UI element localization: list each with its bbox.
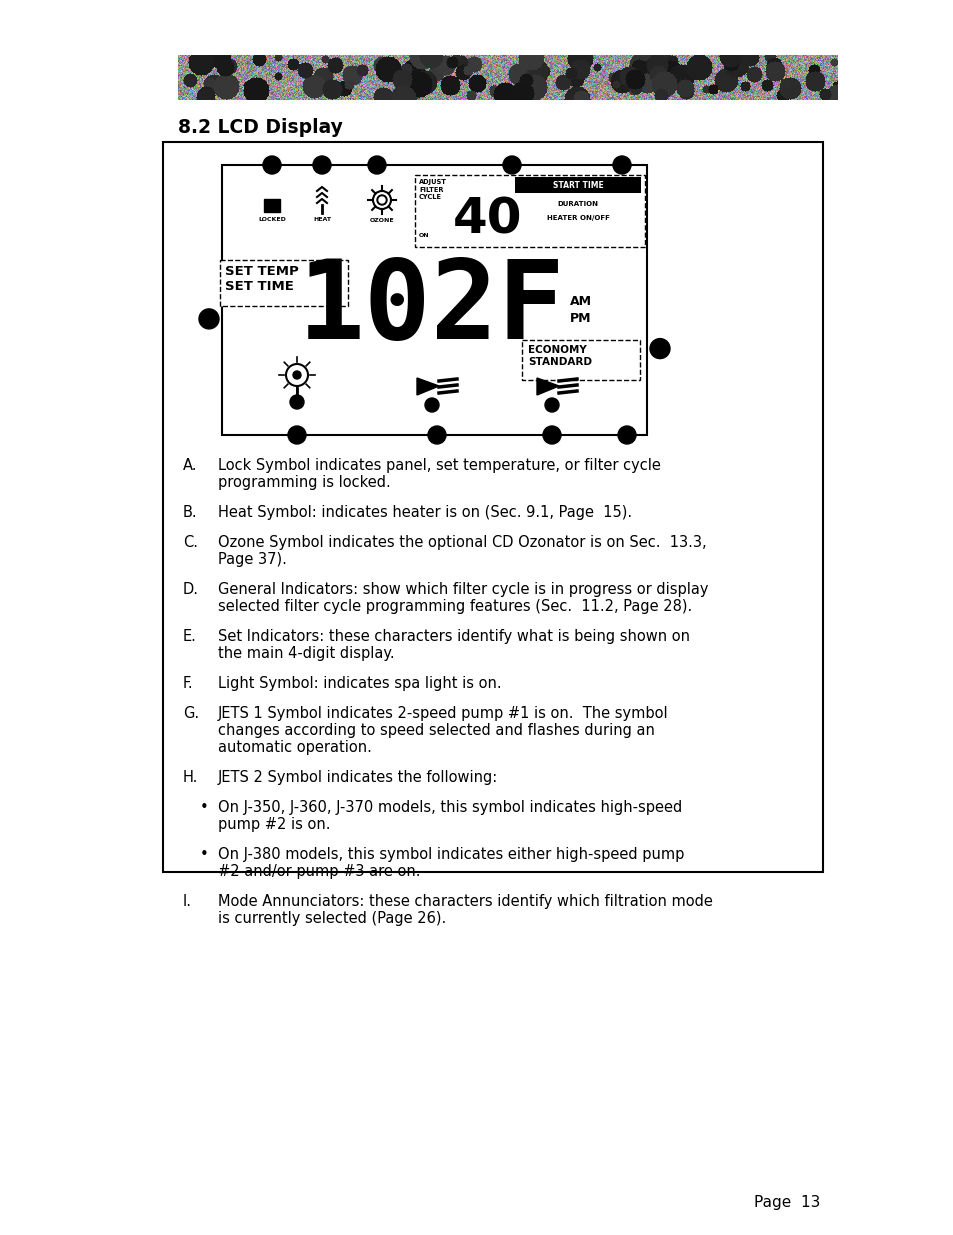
Text: I.: I. (183, 894, 192, 909)
Text: SET TEMP
SET TIME: SET TEMP SET TIME (225, 266, 298, 294)
Text: ADJUST
FILTER
CYCLE: ADJUST FILTER CYCLE (418, 179, 447, 200)
Text: Page 37).: Page 37). (218, 552, 287, 567)
Ellipse shape (613, 156, 630, 174)
Text: A.: A. (183, 458, 197, 473)
Text: B.: B. (183, 505, 197, 520)
Text: #2 and/or pump #3 are on.: #2 and/or pump #3 are on. (218, 864, 420, 879)
Text: JETS 2 Symbol indicates the following:: JETS 2 Symbol indicates the following: (218, 769, 497, 785)
Ellipse shape (542, 426, 560, 445)
Bar (222, 165, 646, 435)
Text: pump #2 is on.: pump #2 is on. (218, 818, 330, 832)
Text: changes according to speed selected and flashes during an: changes according to speed selected and … (218, 722, 654, 739)
Text: General Indicators: show which filter cycle is in progress or display: General Indicators: show which filter cy… (218, 582, 708, 597)
Text: START TIME: START TIME (552, 180, 602, 189)
Text: •: • (200, 800, 209, 815)
Text: HEAT: HEAT (313, 217, 331, 222)
Ellipse shape (424, 398, 438, 412)
Text: On J-380 models, this symbol indicates either high-speed pump: On J-380 models, this symbol indicates e… (218, 847, 683, 862)
Text: E.: E. (183, 629, 196, 643)
Bar (415, 175, 644, 247)
Text: the main 4-digit display.: the main 4-digit display. (218, 646, 395, 661)
Text: Ozone Symbol indicates the optional CD Ozonator is on Sec.  13.3,: Ozone Symbol indicates the optional CD O… (218, 535, 706, 550)
Text: HEATER ON/OFF: HEATER ON/OFF (546, 215, 609, 221)
Text: •: • (200, 847, 209, 862)
Text: is currently selected (Page 26).: is currently selected (Page 26). (218, 911, 446, 926)
Text: programming is locked.: programming is locked. (218, 475, 391, 490)
Ellipse shape (618, 426, 636, 445)
Bar (264, 199, 280, 212)
Text: selected filter cycle programming features (Sec.  11.2, Page 28).: selected filter cycle programming featur… (218, 599, 692, 614)
Bar (163, 142, 822, 872)
Text: ECONOMY
STANDARD: ECONOMY STANDARD (527, 345, 592, 367)
Circle shape (376, 195, 387, 205)
Text: 40: 40 (453, 195, 522, 243)
Polygon shape (416, 378, 438, 395)
Ellipse shape (263, 156, 281, 174)
Ellipse shape (544, 398, 558, 412)
Polygon shape (537, 378, 558, 395)
Text: AM
PM: AM PM (569, 295, 592, 325)
Text: OZONE: OZONE (370, 219, 394, 224)
Circle shape (378, 198, 385, 203)
Ellipse shape (428, 426, 446, 445)
Bar (220, 261, 348, 306)
Ellipse shape (199, 309, 219, 329)
Text: Mode Annunciators: these characters identify which filtration mode: Mode Annunciators: these characters iden… (218, 894, 712, 909)
Text: F.: F. (183, 676, 193, 692)
Ellipse shape (313, 156, 331, 174)
Bar (521, 340, 639, 380)
Text: Lock Symbol indicates panel, set temperature, or filter cycle: Lock Symbol indicates panel, set tempera… (218, 458, 660, 473)
Circle shape (293, 370, 301, 379)
Text: C.: C. (183, 535, 198, 550)
Ellipse shape (368, 156, 386, 174)
Text: ON: ON (418, 233, 429, 238)
Bar (515, 177, 640, 193)
Text: LOCKED: LOCKED (258, 217, 286, 222)
Text: Set Indicators: these characters identify what is being shown on: Set Indicators: these characters identif… (218, 629, 689, 643)
Text: JETS 1 Symbol indicates 2-speed pump #1 is on.  The symbol: JETS 1 Symbol indicates 2-speed pump #1 … (218, 706, 668, 721)
Text: Heat Symbol: indicates heater is on (Sec. 9.1, Page  15).: Heat Symbol: indicates heater is on (Sec… (218, 505, 632, 520)
Text: Light Symbol: indicates spa light is on.: Light Symbol: indicates spa light is on. (218, 676, 501, 692)
Text: DURATION: DURATION (557, 201, 598, 207)
Ellipse shape (290, 395, 304, 409)
Text: On J-350, J-360, J-370 models, this symbol indicates high-speed: On J-350, J-360, J-370 models, this symb… (218, 800, 681, 815)
Text: G.: G. (183, 706, 199, 721)
Text: 8.2 LCD Display: 8.2 LCD Display (178, 119, 342, 137)
Text: 102F: 102F (298, 254, 565, 362)
Ellipse shape (288, 426, 306, 445)
Ellipse shape (649, 338, 669, 358)
Text: Page  13: Page 13 (753, 1195, 820, 1210)
Text: H.: H. (183, 769, 198, 785)
Ellipse shape (502, 156, 520, 174)
Text: automatic operation.: automatic operation. (218, 740, 372, 755)
Text: D.: D. (183, 582, 199, 597)
